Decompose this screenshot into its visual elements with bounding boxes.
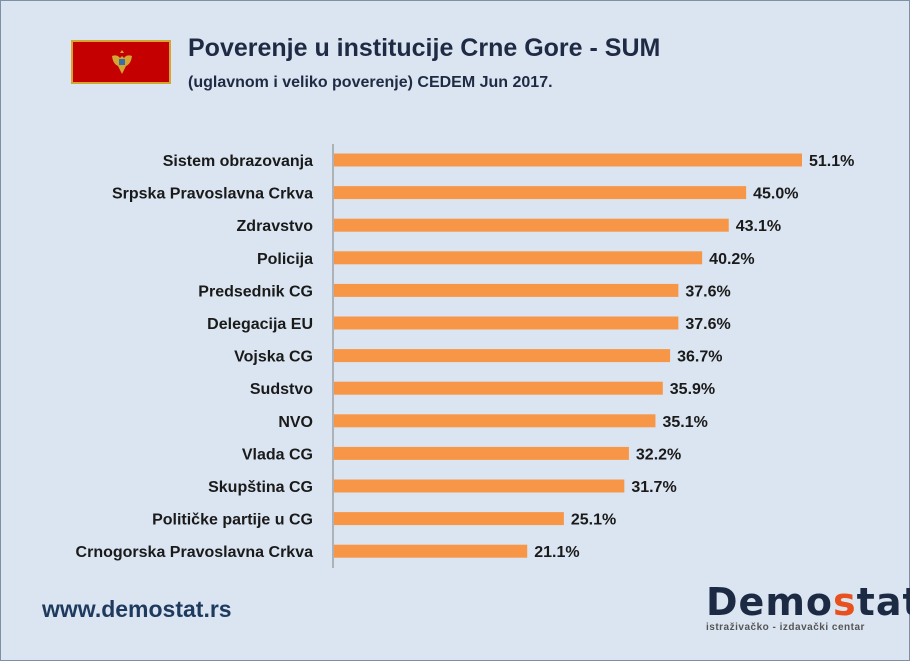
data-label: 45.0% bbox=[753, 186, 798, 203]
category-label: Sudstvo bbox=[250, 381, 313, 398]
chart-subtitle: (uglavnom i veliko poverenje) CEDEM Jun … bbox=[188, 74, 553, 91]
bar bbox=[334, 512, 564, 526]
chart-title: Poverenje u institucije Crne Gore - SUM bbox=[188, 34, 661, 62]
category-label: Političke partije u CG bbox=[152, 512, 313, 529]
data-label: 43.1% bbox=[736, 218, 781, 235]
data-label: 37.6% bbox=[685, 283, 730, 300]
category-label: Skupština CG bbox=[208, 479, 313, 496]
data-label: 35.1% bbox=[662, 414, 707, 431]
data-label: 25.1% bbox=[571, 512, 616, 529]
category-label: NVO bbox=[278, 414, 313, 431]
bar bbox=[334, 186, 747, 200]
bar bbox=[334, 218, 729, 232]
website-link[interactable]: www.demostat.rs bbox=[42, 596, 232, 622]
category-label: Crnogorska Pravoslavna Crkva bbox=[76, 544, 314, 561]
bar bbox=[334, 544, 528, 558]
data-label: 51.1% bbox=[809, 153, 854, 170]
bar bbox=[334, 446, 629, 460]
category-label: Policija bbox=[257, 251, 313, 268]
category-label: Sistem obrazovanja bbox=[163, 153, 313, 170]
logo-tagline: istraživačko - izdavački centar bbox=[706, 622, 865, 633]
bar bbox=[334, 251, 703, 265]
data-label: 36.7% bbox=[677, 349, 722, 366]
data-label: 40.2% bbox=[709, 251, 754, 268]
category-label: Delegacija EU bbox=[207, 316, 313, 333]
data-label: 37.6% bbox=[685, 316, 730, 333]
bar bbox=[334, 414, 656, 428]
bar bbox=[334, 316, 679, 330]
bar bbox=[334, 153, 802, 167]
category-label: Vojska CG bbox=[234, 349, 313, 366]
bar bbox=[334, 349, 671, 363]
bar bbox=[334, 381, 663, 395]
data-label: 21.1% bbox=[534, 544, 579, 561]
bar bbox=[334, 283, 679, 297]
category-label: Predsednik CG bbox=[198, 283, 313, 300]
data-label: 35.9% bbox=[670, 381, 715, 398]
demostat-logo: Demostat istraživačko - izdavački centar bbox=[706, 580, 910, 633]
montenegro-flag-icon bbox=[71, 40, 171, 84]
bar bbox=[334, 479, 625, 493]
data-label: 32.2% bbox=[636, 446, 681, 463]
category-label: Vlada CG bbox=[242, 446, 313, 463]
category-label: Zdravstvo bbox=[237, 218, 314, 235]
data-label: 31.7% bbox=[631, 479, 676, 496]
category-label: Srpska Pravoslavna Crkva bbox=[112, 186, 313, 203]
